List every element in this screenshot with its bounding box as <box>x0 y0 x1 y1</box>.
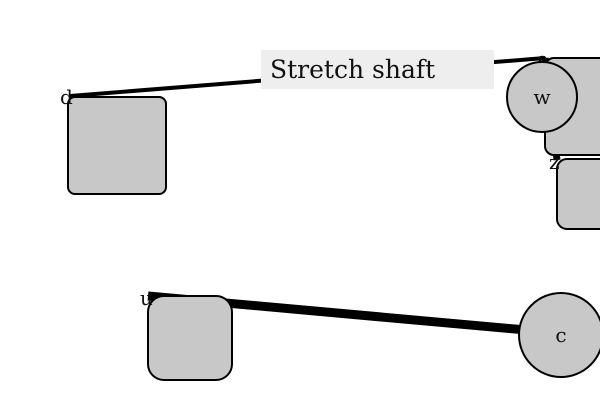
node-w-label: w <box>533 85 550 109</box>
node-z-label: z <box>549 150 560 174</box>
node-d-label: d <box>60 85 73 109</box>
node-u[interactable] <box>147 295 233 381</box>
node-u-label: u <box>140 286 153 310</box>
caption-text: Stretch shaft <box>270 55 436 84</box>
node-c-label: c <box>555 323 566 347</box>
node-d[interactable] <box>67 96 167 195</box>
node-z[interactable] <box>556 158 600 230</box>
node-w[interactable] <box>506 61 578 133</box>
node-c[interactable] <box>518 292 600 378</box>
caption-label: Stretch shaft <box>261 50 494 89</box>
